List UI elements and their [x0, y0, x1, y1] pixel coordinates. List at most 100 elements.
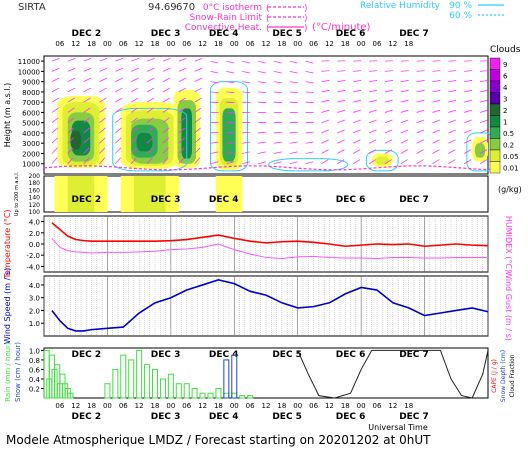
- wind-arrow: [400, 129, 409, 134]
- wind-arrow: [368, 149, 377, 154]
- series-line-humidex: [51, 238, 488, 260]
- day-label: DEC 7: [399, 350, 429, 360]
- wind-arrow: [226, 131, 235, 134]
- hour-label: 06: [119, 40, 128, 48]
- wind-arrow: [448, 70, 457, 72]
- wind-arrow: [257, 70, 266, 74]
- bar-rain: [67, 392, 74, 399]
- wind-arrow: [321, 99, 330, 103]
- wind-arrow: [432, 99, 441, 103]
- wind-arrow: [99, 117, 107, 124]
- clouds-legend-level: 6: [503, 73, 508, 81]
- wind-arrow: [368, 89, 377, 93]
- hour-label: 00: [103, 40, 112, 48]
- clouds-legend-level: 0.05: [503, 153, 519, 161]
- hour-label: 00: [357, 402, 366, 410]
- wind-arrow: [51, 77, 60, 83]
- hour-label: 06: [373, 40, 382, 48]
- y-axis-label-right-2: Snow Depth (cm): [500, 350, 507, 402]
- bar-rain: [159, 378, 166, 399]
- hour-label: 12: [325, 40, 334, 48]
- wind-arrow: [448, 159, 456, 165]
- wind-arrow: [448, 99, 457, 103]
- clouds-legend-unit: (g/kg): [498, 185, 522, 194]
- wind-arrow: [162, 117, 170, 124]
- hour-label: 00: [230, 40, 239, 48]
- wind-arrow: [242, 151, 251, 154]
- legend-left-label: Convective Heat.: [185, 23, 262, 33]
- legend-left-label: 0°C isotherm: [203, 3, 262, 13]
- wind-arrow: [416, 80, 425, 83]
- wind-arrow: [146, 127, 154, 134]
- wind-arrow: [432, 129, 441, 134]
- wind-arrow: [162, 77, 171, 83]
- wind-arrow: [178, 77, 187, 83]
- y-tick-label-low: 100: [29, 209, 41, 216]
- wind-arrow: [131, 67, 139, 72]
- wind-arrow: [194, 87, 202, 93]
- day-label: DEC 7: [399, 195, 429, 205]
- y-tick-label: 0.2: [29, 385, 40, 393]
- wind-arrow: [210, 131, 219, 134]
- wind-arrow: [368, 129, 377, 134]
- day-label: DEC 4: [209, 412, 239, 422]
- wind-arrow: [448, 80, 457, 83]
- hour-label: 12: [262, 40, 271, 48]
- legend-bracket-open: (: [266, 14, 270, 24]
- wind-arrow: [115, 137, 122, 144]
- wind-arrow: [321, 109, 330, 113]
- y-tick-label-low: 120: [29, 202, 41, 209]
- wind-arrow: [432, 139, 440, 144]
- wind-arrow: [273, 131, 282, 134]
- series-line-temperature: [51, 222, 489, 248]
- wind-arrow: [178, 67, 187, 72]
- wind-arrow: [83, 87, 91, 93]
- day-label: DEC 4: [209, 195, 239, 205]
- day-label: DEC 3: [151, 29, 181, 39]
- wind-arrow: [368, 119, 377, 124]
- wind-arrow: [289, 70, 298, 74]
- y-axis-label: Rain (mm / hour): [4, 342, 12, 402]
- wind-arrow: [162, 67, 171, 72]
- clouds-legend-level: 0.5: [503, 130, 514, 138]
- clouds-legend-swatch: [489, 115, 501, 128]
- wind-arrow: [464, 149, 472, 154]
- wind-arrow: [400, 139, 409, 144]
- wind-arrow: [369, 70, 378, 72]
- y-tick-label: 2000: [22, 150, 40, 158]
- wind-arrow: [384, 129, 393, 134]
- clouds-legend-swatch: [489, 149, 501, 162]
- y-tick-label: 11000: [18, 58, 40, 66]
- bar-rain: [239, 395, 246, 399]
- clouds-legend-swatch: [489, 103, 501, 116]
- hour-label: 12: [388, 40, 397, 48]
- wind-arrow: [194, 117, 202, 124]
- bar-rain: [136, 349, 143, 399]
- wind-arrow: [448, 89, 457, 93]
- hour-label: 00: [166, 402, 175, 410]
- wind-arrow: [130, 127, 138, 134]
- wind-arrow: [162, 87, 171, 93]
- wind-arrow: [479, 89, 488, 93]
- y-tick-label-low: 160: [29, 187, 41, 194]
- wind-arrow: [479, 159, 488, 165]
- hour-label: 12: [198, 402, 207, 410]
- wind-arrow: [337, 139, 345, 144]
- wind-arrow: [400, 109, 409, 113]
- wind-arrow: [273, 141, 282, 144]
- y-tick-label: 4000: [22, 130, 40, 138]
- clouds-plot-frame: [43, 55, 489, 175]
- wind-arrow: [131, 77, 139, 83]
- y-tick-label: 0.4: [29, 376, 41, 384]
- bar-rain: [207, 392, 214, 399]
- wind-arrow: [258, 81, 267, 84]
- wind-arrow: [258, 91, 267, 94]
- humidity-contour: [365, 149, 399, 172]
- y-tick-label: 9000: [22, 79, 40, 87]
- wind-arrow: [368, 109, 377, 113]
- wind-arrow: [257, 151, 266, 154]
- wind-arrow: [368, 99, 377, 103]
- y-tick-label: 7000: [22, 99, 40, 107]
- wind-arrow: [115, 157, 121, 165]
- wind-arrow: [146, 67, 155, 72]
